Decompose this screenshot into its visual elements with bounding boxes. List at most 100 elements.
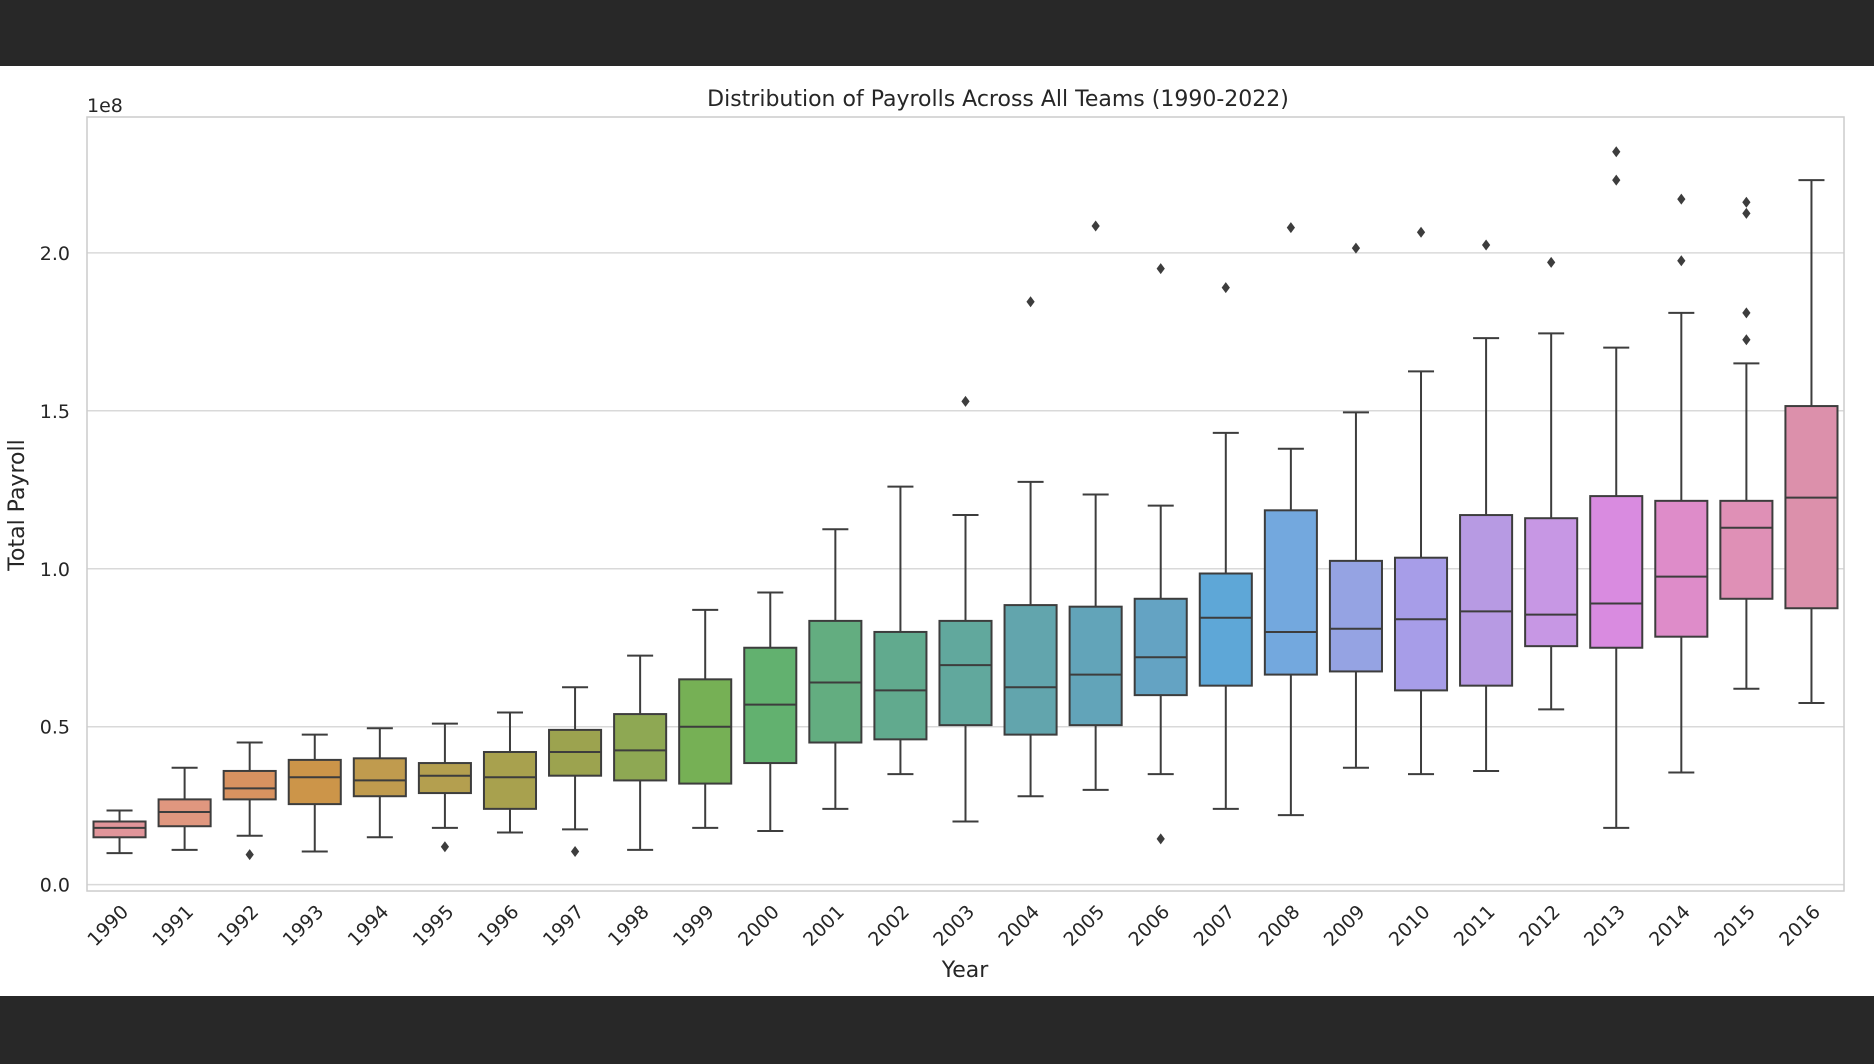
box-1997 bbox=[548, 686, 603, 858]
box-2001 bbox=[808, 528, 863, 810]
box-1993 bbox=[287, 733, 342, 853]
box-body bbox=[613, 713, 668, 782]
chart-title: Distribution of Payrolls Across All Team… bbox=[707, 87, 1289, 112]
outlier-point bbox=[1612, 146, 1621, 158]
x-tick-label: 1994 bbox=[344, 901, 394, 951]
box-body bbox=[1589, 495, 1644, 649]
box-body bbox=[678, 678, 733, 785]
outlier-point bbox=[1481, 239, 1491, 251]
x-tick-label: 2006 bbox=[1125, 901, 1175, 951]
box-1994 bbox=[352, 727, 407, 839]
outlier-point bbox=[570, 846, 580, 858]
box-2008 bbox=[1263, 222, 1318, 817]
x-tick-label: 2008 bbox=[1255, 901, 1305, 951]
box-1995 bbox=[417, 722, 472, 853]
x-tick-label: 2009 bbox=[1320, 901, 1370, 951]
y-axis-ticks: 0.0 0.5 1.0 1.5 2.0 bbox=[40, 243, 70, 897]
box-body bbox=[352, 757, 407, 798]
y-tick-label: 1.0 bbox=[40, 559, 70, 581]
box-body bbox=[873, 630, 928, 741]
plot-frame bbox=[86, 116, 1845, 892]
outlier-point bbox=[1091, 220, 1100, 232]
x-tick-label: 2005 bbox=[1059, 901, 1109, 951]
box-body bbox=[417, 762, 472, 795]
x-tick-label: 2014 bbox=[1645, 901, 1695, 951]
box-2007 bbox=[1198, 282, 1253, 810]
box-body bbox=[1654, 499, 1709, 638]
x-tick-label: 1996 bbox=[474, 901, 524, 951]
x-tick-label: 1999 bbox=[669, 901, 719, 951]
box-1999 bbox=[678, 608, 733, 829]
box-2014 bbox=[1654, 193, 1709, 774]
box-2002 bbox=[873, 485, 928, 776]
box-body bbox=[1003, 604, 1058, 736]
box-2006 bbox=[1133, 263, 1188, 845]
x-tick-label: 1995 bbox=[409, 901, 459, 951]
box-2015 bbox=[1719, 196, 1774, 690]
x-tick-label: 2000 bbox=[734, 901, 784, 951]
outlier-point bbox=[1677, 255, 1686, 267]
box-body bbox=[482, 750, 538, 810]
y-tick-label: 0.0 bbox=[40, 875, 70, 897]
outlier-point bbox=[1156, 833, 1165, 845]
x-axis-ticks: 1990 1991 1992 1993 1994 1995 1996 1997 1998 1999… bbox=[83, 901, 1825, 951]
box-1990 bbox=[92, 809, 147, 855]
x-axis-label: Year bbox=[941, 958, 990, 983]
box-2010 bbox=[1393, 226, 1449, 776]
x-tick-label: 2003 bbox=[929, 901, 979, 951]
x-tick-label: 2004 bbox=[994, 901, 1044, 951]
x-tick-label: 1992 bbox=[213, 901, 263, 951]
x-tick-label: 2013 bbox=[1580, 901, 1630, 951]
box-1992 bbox=[222, 741, 277, 861]
box-1996 bbox=[482, 711, 538, 834]
box-body bbox=[1133, 597, 1188, 697]
box-body bbox=[1459, 514, 1514, 687]
box-body bbox=[1198, 572, 1253, 687]
outlier-point bbox=[1742, 334, 1751, 346]
box-2009 bbox=[1328, 242, 1383, 769]
box-body bbox=[92, 820, 147, 839]
box-1991 bbox=[157, 766, 212, 851]
box-body bbox=[1784, 405, 1839, 610]
box-2000 bbox=[743, 591, 798, 832]
box-body bbox=[1263, 509, 1318, 676]
x-tick-label: 2016 bbox=[1775, 901, 1825, 951]
boxplot-chart: Distribution of Payrolls Across All Team… bbox=[5, 87, 1845, 983]
x-tick-label: 2010 bbox=[1385, 901, 1435, 951]
chart-figure: Distribution of Payrolls Across All Team… bbox=[0, 66, 1874, 996]
y-tick-label: 1.5 bbox=[40, 401, 70, 423]
box-body bbox=[1393, 556, 1449, 692]
outlier-point bbox=[1156, 263, 1165, 275]
outlier-point bbox=[1612, 174, 1621, 186]
box-body bbox=[1328, 559, 1383, 673]
x-tick-label: 1990 bbox=[83, 901, 133, 951]
box-body bbox=[1524, 517, 1579, 648]
box-2012 bbox=[1524, 256, 1579, 711]
y-axis-label: Total Payroll bbox=[5, 439, 30, 571]
box-2004 bbox=[1003, 296, 1058, 798]
x-tick-label: 1991 bbox=[148, 901, 198, 951]
box-body bbox=[938, 619, 993, 727]
outlier-point bbox=[1742, 207, 1751, 219]
x-tick-label: 2015 bbox=[1710, 901, 1760, 951]
x-tick-label: 2001 bbox=[799, 901, 849, 951]
box-2003 bbox=[938, 395, 993, 823]
box-2011 bbox=[1459, 239, 1514, 772]
y-tick-label: 2.0 bbox=[40, 243, 70, 265]
outlier-point bbox=[245, 849, 254, 861]
x-tick-label: 2011 bbox=[1450, 901, 1500, 951]
y-tick-label: 0.5 bbox=[40, 717, 70, 739]
box-body bbox=[1068, 605, 1123, 727]
outlier-point bbox=[1286, 222, 1295, 234]
outlier-point bbox=[1026, 296, 1035, 308]
box-body bbox=[1719, 499, 1774, 600]
x-tick-label: 1993 bbox=[279, 901, 329, 951]
x-tick-label: 2002 bbox=[864, 901, 914, 951]
outlier-point bbox=[1416, 226, 1426, 238]
box-2005 bbox=[1068, 220, 1123, 791]
outlier-point bbox=[1742, 196, 1751, 208]
x-tick-label: 1997 bbox=[539, 901, 589, 951]
outlier-point bbox=[440, 841, 450, 853]
outlier-point bbox=[1221, 282, 1230, 294]
box-2013 bbox=[1589, 146, 1644, 829]
